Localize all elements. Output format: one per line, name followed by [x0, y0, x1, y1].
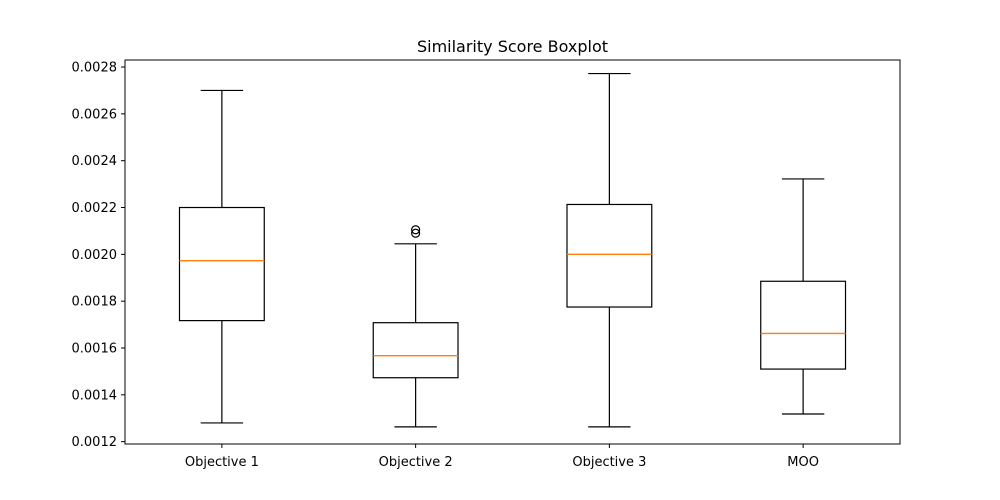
- x-tick-label: MOO: [787, 455, 819, 470]
- box-2: [372, 225, 459, 428]
- interquartile-box: [760, 280, 847, 370]
- y-axis: 0.0012 0.0014 0.0016 0.0018 0.0020 0.0022 0.00…: [72, 61, 125, 450]
- outlier-point: [411, 228, 421, 238]
- x-tick-label: Objective 2: [379, 455, 453, 470]
- interquartile-box: [372, 322, 459, 379]
- y-tick-label: 0.0018: [72, 295, 118, 310]
- x-tick-label: Objective 1: [185, 455, 259, 470]
- chart-title: Similarity Score Boxplot: [417, 37, 608, 56]
- y-tick-label: 0.0020: [72, 248, 118, 263]
- interquartile-box: [178, 206, 265, 322]
- y-tick-label: 0.0022: [72, 201, 118, 216]
- y-tick-label: 0.0016: [72, 342, 118, 357]
- box-4: [760, 178, 847, 415]
- x-axis: Objective 1 Objective 2 Objective 3 MOO: [185, 444, 819, 470]
- x-tick-label: Objective 3: [572, 455, 646, 470]
- interquartile-box: [566, 203, 653, 308]
- plot-area-frame: [124, 59, 901, 445]
- boxes-group: [178, 72, 847, 428]
- y-tick-label: 0.0028: [72, 61, 118, 76]
- box-1: [178, 89, 265, 424]
- y-tick-label: 0.0014: [72, 388, 118, 403]
- outlier-point: [411, 225, 421, 235]
- y-tick-label: 0.0012: [72, 435, 118, 450]
- box-3: [566, 72, 653, 428]
- y-tick-label: 0.0026: [72, 107, 118, 122]
- y-tick-label: 0.0024: [72, 154, 118, 169]
